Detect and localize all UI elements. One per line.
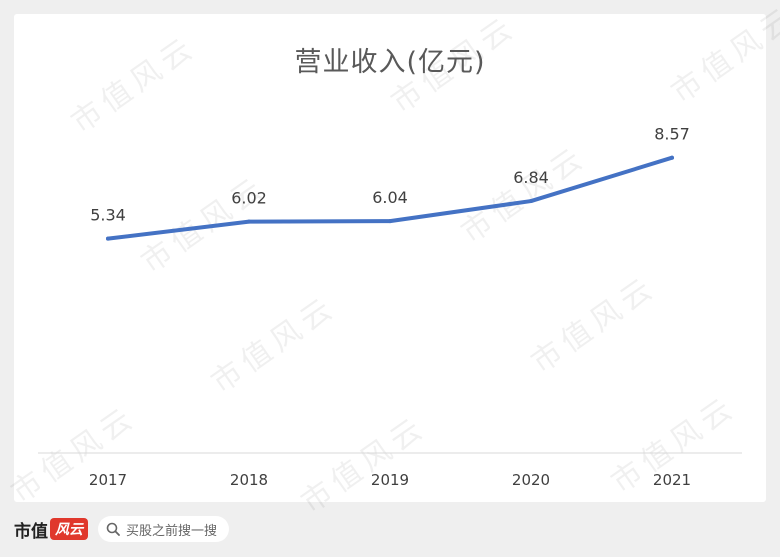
data-label: 8.57 (654, 125, 690, 144)
footer: 市值 风云 买股之前搜一搜 (14, 512, 230, 546)
search-icon (106, 522, 120, 536)
x-tick-label: 2020 (512, 471, 550, 489)
data-label: 6.02 (231, 189, 267, 208)
data-label: 5.34 (90, 206, 126, 225)
data-point (529, 199, 533, 204)
search-bar[interactable]: 买股之前搜一搜 (98, 516, 230, 542)
data-point (388, 219, 392, 224)
logo-badge: 风云 (50, 518, 88, 540)
data-point (670, 155, 674, 160)
logo-text: 市值 (14, 521, 48, 542)
x-tick-label: 2018 (230, 471, 268, 489)
x-tick-label: 2021 (653, 471, 691, 489)
chart-title: 营业收入(亿元) (294, 47, 486, 78)
chart-card (14, 14, 766, 502)
x-tick-label: 2017 (89, 471, 127, 489)
x-tick-label: 2019 (371, 471, 409, 489)
search-text: 买股之前搜一搜 (126, 523, 218, 539)
data-label: 6.04 (372, 188, 408, 207)
data-label: 6.84 (513, 168, 549, 187)
data-point (247, 219, 251, 224)
data-point (106, 236, 110, 241)
